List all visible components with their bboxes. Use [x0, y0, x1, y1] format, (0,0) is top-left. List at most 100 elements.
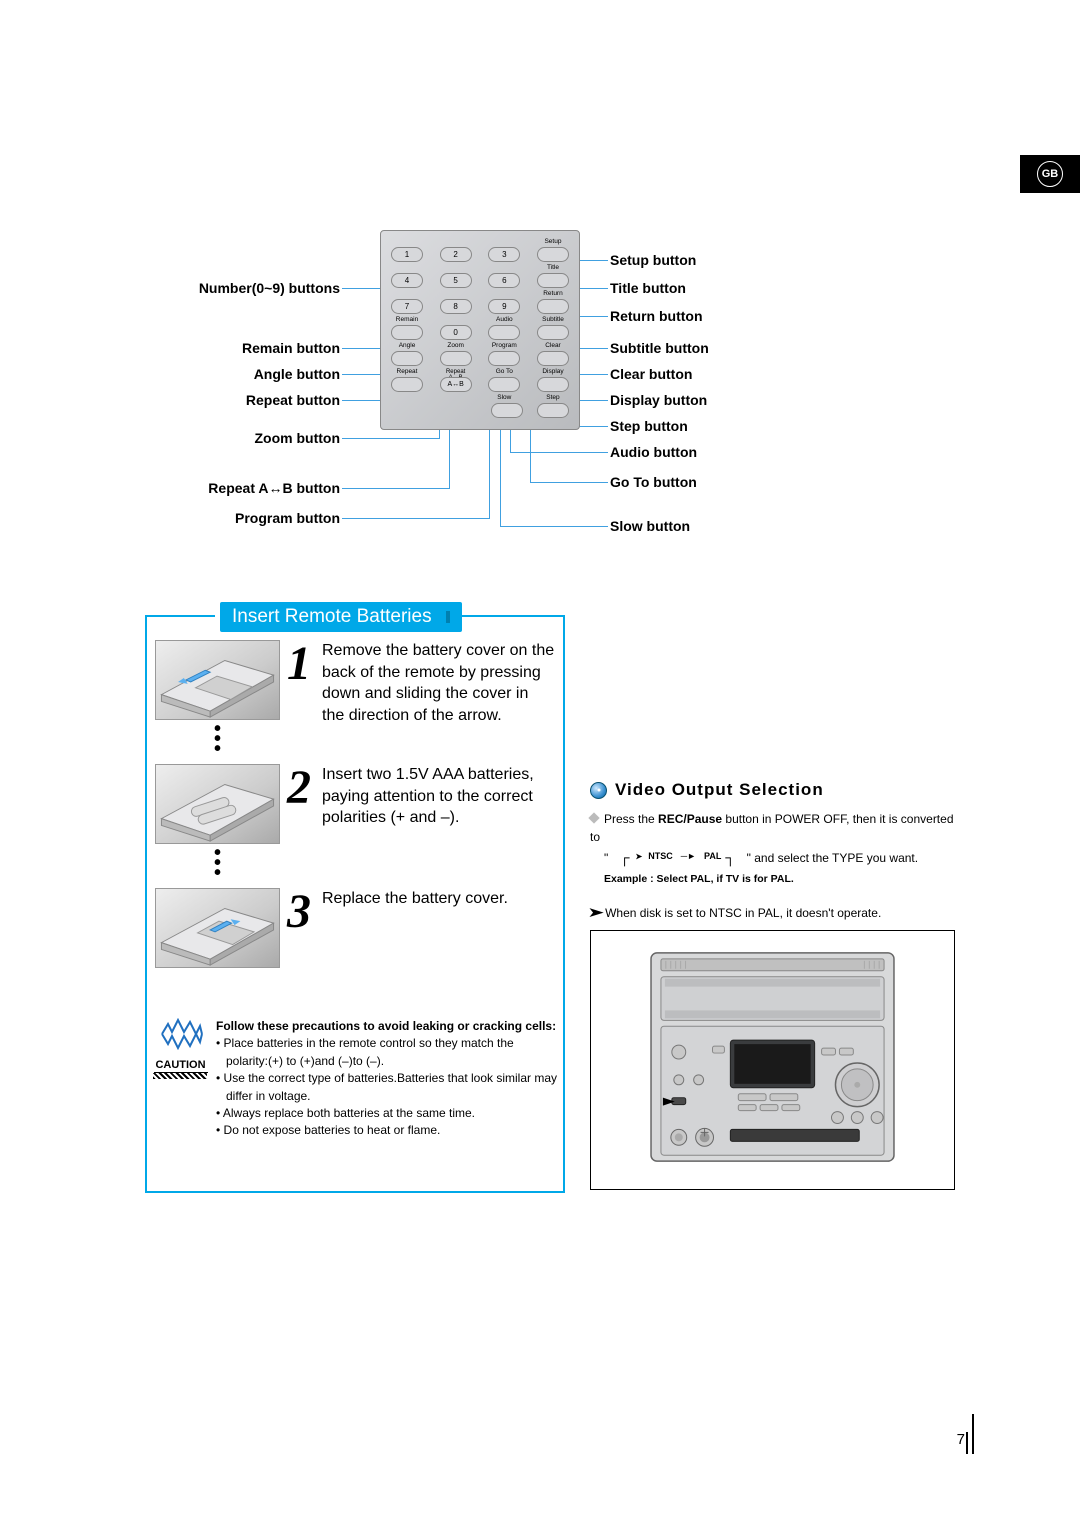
key-1: 1 [391, 247, 423, 262]
caution-icon: CAUTION [153, 1018, 208, 1079]
leader [530, 482, 608, 483]
key-repeat [391, 377, 423, 392]
pal-label: PAL [704, 850, 721, 864]
step-3-text: Replace the battery cover. [322, 888, 508, 910]
key-remain [391, 325, 423, 340]
key-program [488, 351, 520, 366]
leader [342, 518, 490, 519]
key-repeat-ab: A↔B [440, 377, 472, 392]
key-6: 6 [488, 273, 520, 288]
key-4: 4 [391, 273, 423, 288]
mini-label-repeat: Repeat [391, 369, 423, 377]
battery-illustration-2: ••• [155, 764, 280, 882]
page-number: 7 [957, 1431, 965, 1448]
key-title [537, 273, 569, 288]
caution-header: Follow these precautions to avoid leakin… [216, 1018, 557, 1035]
label-subtitle: Subtitle button [610, 340, 709, 356]
key-8: 8 [440, 299, 472, 314]
mini-label-remain: Remain [391, 317, 423, 325]
caution-text: Follow these precautions to avoid leakin… [216, 1018, 557, 1140]
key-subtitle [537, 325, 569, 340]
label-angle: Angle button [140, 366, 340, 382]
key-2: 2 [440, 247, 472, 262]
video-line1a: Press the [604, 812, 658, 826]
video-body: Press the REC/Pause button in POWER OFF,… [590, 810, 955, 923]
caution-bullet-3: Always replace both batteries at the sam… [216, 1105, 557, 1122]
key-goto [488, 377, 520, 392]
video-example: Example : Select PAL, if TV is for PAL. [604, 872, 955, 888]
step-2-text: Insert two 1.5V AAA batteries, paying at… [322, 764, 555, 829]
mini-label-title: Title [537, 265, 569, 273]
step-1-number: 1 [284, 640, 314, 688]
leader [500, 526, 608, 527]
key-angle [391, 351, 423, 366]
mini-label-repeatab: Repeat A↔B [440, 369, 472, 377]
gb-badge: GB [1020, 155, 1080, 193]
mini-label-setup: Setup [537, 239, 569, 247]
arrow-icon: ➤ [587, 902, 605, 923]
caution-bullet-2: Use the correct type of batteries.Batter… [216, 1070, 557, 1105]
label-zoom: Zoom button [140, 430, 340, 446]
mini-label-clear: Clear [537, 343, 569, 351]
leader [342, 488, 450, 489]
label-setup: Setup button [610, 252, 696, 268]
step-1-text: Remove the battery cover on the back of … [322, 640, 555, 726]
video-line1b: REC/Pause [658, 812, 722, 826]
key-clear [537, 351, 569, 366]
step-3-number: 3 [284, 888, 314, 936]
video-line2: " and select the TYPE you want. [747, 851, 918, 865]
disc-icon [590, 782, 607, 799]
mini-label-slow: Slow [488, 395, 520, 403]
key-5: 5 [440, 273, 472, 288]
remote-control-body: Setup 1 2 3 Title 4 5 6 Return 7 8 9 Rem… [380, 230, 580, 430]
video-title-row: Video Output Selection [590, 780, 955, 800]
mini-label-display: Display [537, 369, 569, 377]
battery-title-text: Insert Remote Batteries [232, 606, 432, 628]
device-illustration [590, 930, 955, 1190]
key-zoom [440, 351, 472, 366]
key-audio [488, 325, 520, 340]
step-2-number: 2 [284, 764, 314, 812]
key-return [537, 299, 569, 314]
key-0: 0 [440, 325, 472, 340]
diamond-icon [588, 812, 599, 823]
mini-label-angle: Angle [391, 343, 423, 351]
caution-bullet-1: Place batteries in the remote control so… [216, 1035, 557, 1070]
video-title: Video Output Selection [615, 780, 824, 800]
mini-label-goto: Go To [488, 369, 520, 377]
ntsc-pal-selector: ┌NTSC ─► PAL┐ [616, 848, 740, 866]
mini-label-zoom: Zoom [440, 343, 472, 351]
page-mark [972, 1414, 974, 1454]
mini-label-step: Step [537, 395, 569, 403]
label-title: Title button [610, 280, 686, 296]
key-step [537, 403, 569, 418]
gb-badge-text: GB [1037, 161, 1063, 187]
label-remain: Remain button [140, 340, 340, 356]
caution-label: CAUTION [154, 1059, 208, 1073]
leader [342, 438, 440, 439]
mini-label-return: Return [537, 291, 569, 299]
label-display: Display button [610, 392, 707, 408]
label-return: Return button [610, 308, 703, 324]
key-9: 9 [488, 299, 520, 314]
key-3: 3 [488, 247, 520, 262]
remote-diagram: Number(0~9) buttons Remain button Angle … [150, 220, 910, 580]
caution-block: CAUTION Follow these precautions to avoi… [145, 1018, 565, 1140]
label-step: Step button [610, 418, 688, 434]
battery-illustration-1: ••• [155, 640, 280, 758]
key-7: 7 [391, 299, 423, 314]
caution-bullet-4: Do not expose batteries to heat or flame… [216, 1122, 557, 1139]
mini-label-audio: Audio [488, 317, 520, 325]
label-program: Program button [140, 510, 340, 526]
leader [510, 452, 608, 453]
label-repeat: Repeat button [140, 392, 340, 408]
mini-label-subtitle: Subtitle [537, 317, 569, 325]
video-output-section: Video Output Selection Press the REC/Pau… [590, 780, 955, 923]
label-audio: Audio button [610, 444, 697, 460]
key-setup [537, 247, 569, 262]
ntsc-label: NTSC [648, 850, 673, 864]
battery-steps: ••• 1 Remove the battery cover on the ba… [155, 640, 555, 968]
leader [500, 425, 501, 527]
label-repeat-ab: Repeat A↔B button [140, 480, 340, 496]
key-slow [491, 403, 523, 418]
